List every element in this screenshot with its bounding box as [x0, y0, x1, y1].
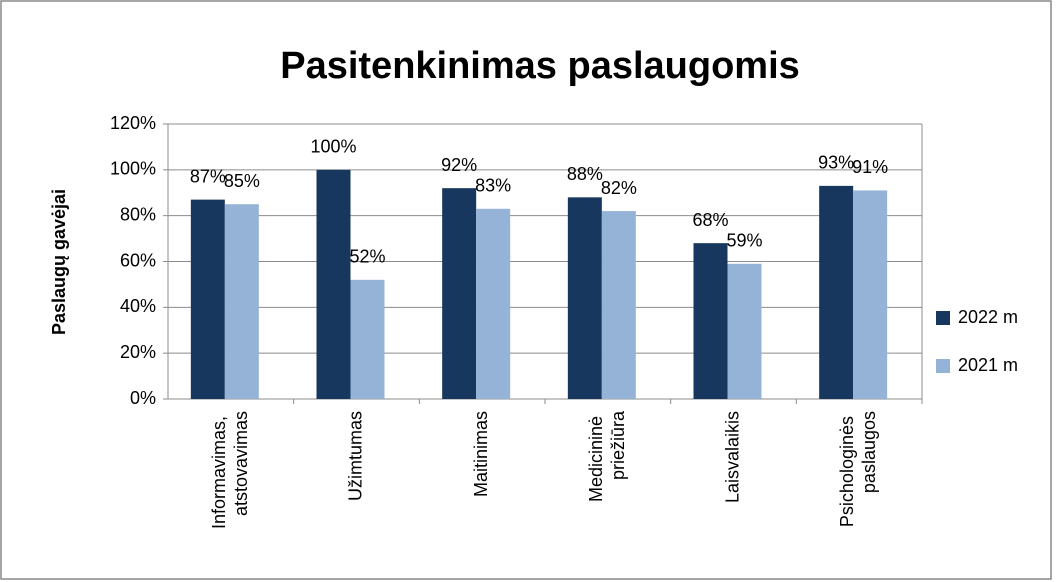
y-tick-label: 80% — [120, 204, 156, 224]
data-label: 92% — [441, 155, 477, 175]
data-label: 68% — [692, 210, 728, 230]
y-tick-label: 0% — [130, 388, 156, 408]
bar — [567, 197, 602, 399]
data-label: 87% — [190, 166, 226, 186]
data-label: 83% — [475, 176, 511, 196]
bar — [601, 211, 636, 399]
bar — [853, 190, 888, 399]
data-label: 85% — [224, 171, 260, 191]
bar — [819, 185, 854, 399]
bar — [350, 279, 385, 399]
bar — [476, 208, 511, 399]
data-label: 100% — [310, 137, 356, 157]
legend-label: 2021 m — [958, 355, 1018, 375]
legend-swatch — [936, 311, 950, 325]
x-tick-label: Užimtumas — [345, 411, 365, 501]
bar — [442, 188, 477, 399]
x-tick-label: Laisvalaikis — [722, 411, 742, 503]
y-tick-label: 60% — [120, 250, 156, 270]
y-tick-label: 40% — [120, 296, 156, 316]
bar — [316, 169, 351, 399]
legend-swatch — [936, 359, 950, 373]
data-label: 91% — [852, 157, 888, 177]
data-label: 88% — [567, 164, 603, 184]
bar — [727, 263, 762, 399]
bar — [693, 243, 728, 399]
data-label: 59% — [726, 231, 762, 251]
x-tick-label: Informavimas, atstovavimas — [209, 411, 251, 529]
bar — [224, 204, 259, 399]
x-tick-label: Medicininė priežiūra — [586, 410, 628, 502]
y-tick-label: 120% — [110, 113, 156, 133]
data-label: 52% — [349, 247, 385, 267]
x-tick-label: Maitinimas — [471, 411, 491, 497]
data-label: 93% — [818, 153, 854, 173]
y-tick-label: 100% — [110, 159, 156, 179]
data-label: 82% — [601, 178, 637, 198]
y-axis-label: Paslaugų gavėjai — [49, 189, 69, 335]
x-tick-label: Psichologinės paslaugos — [837, 411, 879, 527]
chart-title: Pasitenkinimas paslaugomis — [280, 45, 800, 87]
bar — [190, 199, 225, 399]
legend-label: 2022 m — [958, 307, 1018, 327]
y-tick-label: 20% — [120, 342, 156, 362]
